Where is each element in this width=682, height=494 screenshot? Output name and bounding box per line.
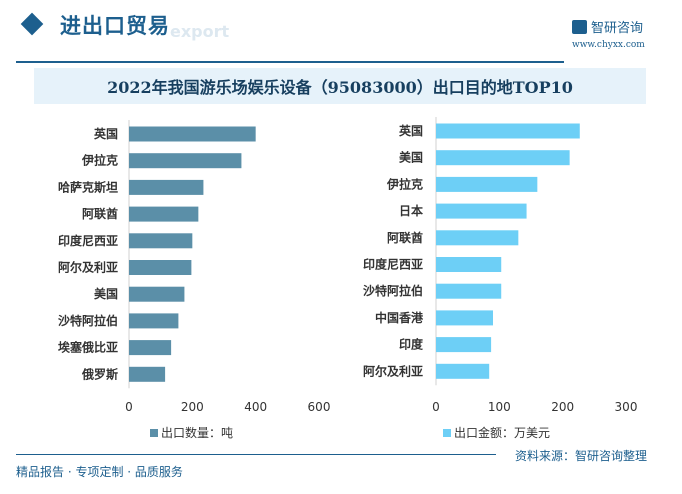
bar: [436, 363, 490, 379]
x-tick-label: 400: [244, 400, 267, 414]
chart-title: 2022年我国游乐场娱乐设备（95083000）出口目的地TOP10: [107, 78, 573, 97]
category-label: 阿联酋: [387, 230, 423, 245]
bar: [129, 153, 242, 169]
category-label: 中国香港: [375, 310, 424, 325]
bar: [129, 313, 179, 329]
footer-source: 资料来源：智研咨询整理: [515, 449, 648, 463]
bar: [129, 233, 193, 249]
bar: [436, 176, 538, 192]
footer-slogan: 精品报告 · 专项定制 · 品质服务: [16, 465, 183, 479]
x-tick-label: 600: [308, 400, 331, 414]
x-tick-label: 200: [551, 400, 574, 414]
bar: [436, 203, 527, 219]
category-label: 沙特阿拉伯: [363, 283, 423, 298]
chart-title-box: 2022年我国游乐场娱乐设备（95083000）出口目的地TOP10: [34, 68, 646, 104]
section-title: 进出口贸易: [60, 14, 170, 38]
x-tick-label: 200: [181, 400, 204, 414]
bar: [129, 340, 172, 356]
category-label: 沙特阿拉伯: [58, 313, 118, 328]
x-tick-label: 0: [125, 400, 133, 414]
bar: [129, 126, 256, 142]
category-label: 埃塞俄比亚: [58, 340, 118, 355]
header-ghost-text: export: [170, 22, 230, 41]
bar: [436, 257, 502, 272]
category-label: 美国: [399, 150, 423, 165]
category-label: 伊拉克: [386, 176, 423, 191]
category-label: 哈萨克斯坦: [58, 179, 118, 194]
category-label: 日本: [399, 203, 423, 218]
category-label: 阿尔及利亚: [58, 260, 118, 275]
brand-logo: 智研咨询: [572, 17, 643, 36]
brand-name: 智研咨询: [591, 21, 644, 36]
bar: [129, 179, 204, 195]
category-label: 美国: [94, 286, 118, 301]
header-divider: [16, 61, 564, 63]
category-label: 英国: [399, 123, 423, 138]
bar: [129, 366, 166, 382]
bar: [436, 310, 493, 326]
category-label: 印度尼西亚: [58, 233, 118, 248]
bar: [436, 230, 519, 246]
category-label: 印度: [399, 337, 424, 352]
category-label: 伊拉克: [81, 153, 118, 168]
legend-swatch: [150, 429, 158, 437]
bar: [436, 123, 580, 139]
brand-url: www.chyxx.com: [572, 40, 645, 50]
legend-swatch: [443, 429, 451, 437]
legend-label: 出口金额：万美元: [454, 425, 550, 440]
bar: [436, 283, 502, 299]
category-label: 阿联酋: [82, 206, 118, 221]
bar: [129, 260, 192, 275]
x-tick-label: 100: [488, 400, 511, 414]
footer-divider: [16, 454, 496, 455]
category-label: 俄罗斯: [81, 366, 118, 381]
category-label: 印度尼西亚: [363, 257, 423, 272]
category-label: 阿尔及利亚: [363, 363, 423, 378]
category-label: 英国: [94, 126, 118, 141]
bar: [129, 206, 199, 222]
legend-label: 出口数量：吨: [161, 425, 233, 440]
x-tick-label: 300: [615, 400, 638, 414]
bar: [436, 150, 570, 166]
bar: [436, 337, 492, 353]
x-tick-label: 0: [432, 400, 440, 414]
brand-logo-icon: [572, 19, 587, 34]
bar: [129, 286, 185, 302]
